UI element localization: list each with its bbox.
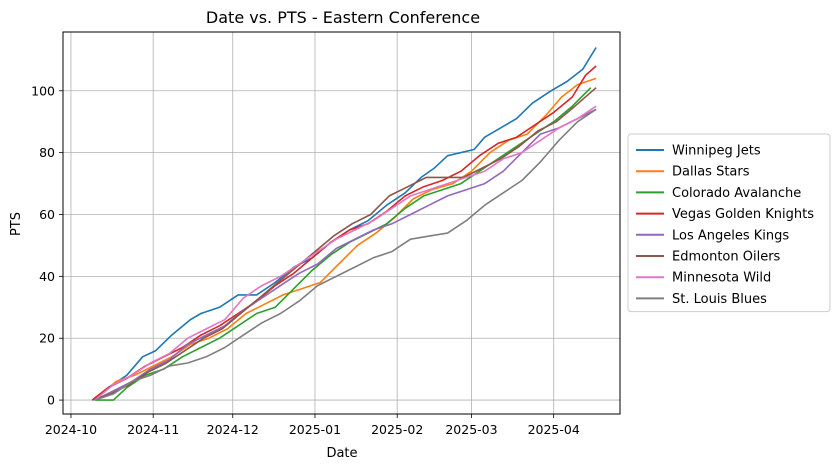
y-tick-label: 80 bbox=[39, 145, 55, 160]
legend: Winnipeg Jets Dallas Stars Colorado Avalan… bbox=[627, 133, 831, 313]
legend-box bbox=[627, 133, 831, 313]
x-tick-label: 2025-04 bbox=[528, 422, 580, 437]
x-axis-label: Date bbox=[326, 446, 357, 461]
legend-entry: Winnipeg Jets bbox=[672, 144, 761, 159]
legend-entry: Los Angeles Kings bbox=[672, 228, 789, 243]
series-line bbox=[94, 105, 597, 401]
y-axis: 0 20 40 60 80 100 bbox=[31, 83, 63, 408]
y-axis-label: PTS bbox=[9, 212, 24, 236]
series-line bbox=[91, 65, 597, 401]
legend-entry: Edmonton Oilers bbox=[672, 250, 781, 265]
legend-entry: Dallas Stars bbox=[672, 165, 750, 180]
legend-entry: Minnesota Wild bbox=[672, 271, 771, 286]
chart-title: Date vs. PTS - Eastern Conference bbox=[206, 8, 480, 27]
legend-entry: Vegas Golden Knights bbox=[672, 207, 814, 222]
legend-entry: Colorado Avalanche bbox=[672, 186, 801, 201]
series-line bbox=[94, 87, 592, 401]
y-tick-label: 20 bbox=[39, 331, 55, 346]
plot-frame bbox=[62, 31, 621, 415]
series-lines bbox=[91, 47, 597, 401]
x-tick-label: 2024-10 bbox=[45, 422, 97, 437]
series-line bbox=[94, 108, 597, 401]
grid bbox=[63, 32, 620, 414]
x-tick-label: 2025-01 bbox=[289, 422, 341, 437]
x-tick-label: 2025-03 bbox=[445, 422, 497, 437]
series-line bbox=[91, 87, 597, 401]
y-tick-label: 100 bbox=[31, 83, 55, 98]
series-line bbox=[94, 108, 597, 401]
y-tick-label: 60 bbox=[39, 207, 55, 222]
x-axis: 2024-10 2024-11 2024-12 2025-01 2025-02 2025-… bbox=[45, 414, 580, 437]
x-tick-label: 2025-02 bbox=[371, 422, 423, 437]
series-line bbox=[94, 77, 597, 401]
series-line bbox=[91, 47, 597, 401]
x-tick-label: 2024-12 bbox=[207, 422, 259, 437]
legend-entry: St. Louis Blues bbox=[672, 292, 767, 307]
y-tick-label: 0 bbox=[47, 393, 55, 408]
y-tick-label: 40 bbox=[39, 269, 55, 284]
x-tick-label: 2024-11 bbox=[127, 422, 179, 437]
